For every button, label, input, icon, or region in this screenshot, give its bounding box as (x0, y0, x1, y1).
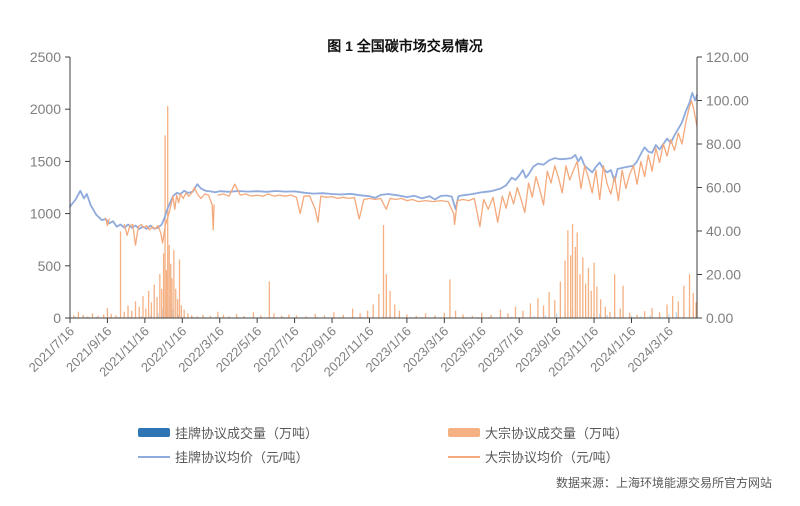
legend-item-listed-volume: 挂牌协议成交量（万吨） (138, 423, 318, 442)
bulk-price-swatch-icon (448, 455, 480, 458)
svg-text:80.00: 80.00 (706, 136, 741, 152)
svg-text:40.00: 40.00 (706, 223, 741, 239)
legend-item-bulk-volume: 大宗协议成交量（万吨） (448, 423, 628, 442)
legend-item-listed-price: 挂牌协议均价（元/吨） (138, 447, 309, 466)
bulk-volume-swatch-icon (448, 428, 480, 437)
svg-text:60.00: 60.00 (706, 180, 741, 196)
svg-text:100.00: 100.00 (706, 93, 749, 109)
data-source-note: 数据来源：上海环境能源交易所官方网站 (555, 476, 772, 490)
svg-text:20.00: 20.00 (706, 267, 741, 283)
svg-text:0.00: 0.00 (706, 310, 733, 326)
svg-text:1000: 1000 (30, 206, 61, 222)
chart-title: 图 1 全国碳市场交易情况 (327, 38, 483, 54)
svg-text:2500: 2500 (30, 49, 61, 65)
legend-label: 大宗协议均价（元/吨） (485, 450, 619, 465)
legend-item-bulk-price: 大宗协议均价（元/吨） (448, 447, 619, 466)
legend-label: 挂牌协议成交量（万吨） (175, 426, 319, 441)
svg-text:500: 500 (38, 258, 62, 274)
svg-text:2000: 2000 (30, 101, 61, 117)
legend-label: 挂牌协议均价（元/吨） (175, 450, 309, 465)
listed-volume-swatch-icon (138, 428, 170, 437)
legend-label: 大宗协议成交量（万吨） (485, 426, 629, 441)
svg-text:120.00: 120.00 (706, 49, 749, 65)
chart-canvas: 0 500 1000 1500 2000 2500 0.00 20.00 40.00 60.00 8… (26, 49, 749, 379)
svg-text:1500: 1500 (30, 153, 61, 169)
svg-text:0: 0 (53, 310, 61, 326)
listed-price-swatch-icon (138, 455, 170, 458)
